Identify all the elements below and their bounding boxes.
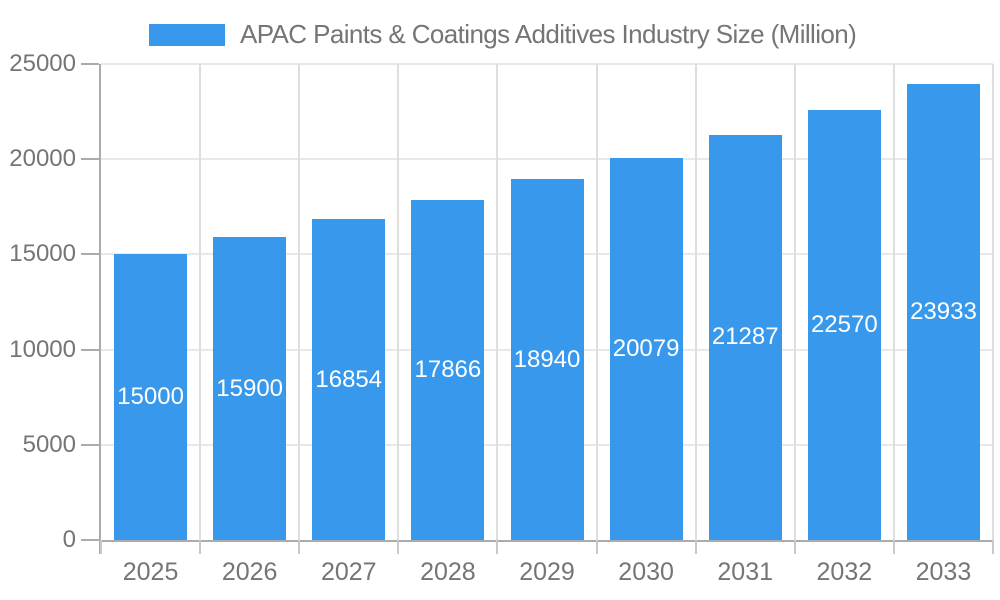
y-axis-tick	[81, 443, 99, 446]
x-axis-tick	[595, 540, 598, 554]
y-axis-tick	[81, 539, 99, 541]
y-axis-label: 20000	[9, 145, 76, 173]
y-axis-label: 10000	[9, 335, 76, 363]
x-axis-tick	[199, 540, 202, 554]
x-axis-line	[99, 540, 993, 542]
legend-label: APAC Paints & Coatings Additives Industr…	[240, 19, 857, 49]
bar-2025[interactable]	[114, 254, 188, 540]
x-axis-tick	[892, 540, 895, 554]
bar-value-label: 17866	[414, 355, 482, 383]
chart-legend[interactable]: APAC Paints & Coatings Additives Industr…	[149, 19, 857, 50]
x-axis-label: 2028	[420, 558, 476, 586]
v-gridline	[694, 64, 697, 540]
y-axis-label: 25000	[9, 50, 76, 77]
v-gridline	[199, 64, 202, 540]
y-axis-label: 0	[62, 526, 76, 553]
v-gridline	[793, 64, 796, 540]
bar-2029[interactable]	[510, 179, 584, 540]
plot-area: 0 5000 10000 15000 20000 25000 15000 2025 15900 2…	[9, 50, 994, 586]
x-axis-tick	[397, 540, 400, 554]
x-axis-tick	[496, 540, 499, 554]
y-axis-tick	[81, 63, 99, 65]
bar-value-label: 23933	[910, 298, 977, 326]
x-axis-label: 2030	[618, 558, 674, 586]
bar-2026[interactable]	[213, 237, 287, 540]
y-axis-label: 15000	[9, 240, 76, 268]
v-gridline	[595, 64, 598, 540]
x-axis-label: 2027	[320, 558, 377, 586]
x-axis-label: 2026	[221, 558, 278, 586]
v-gridline	[992, 64, 994, 540]
bar-value-label: 15000	[117, 383, 184, 411]
bar-value-label: 15900	[216, 374, 284, 402]
v-gridline	[892, 64, 895, 540]
x-axis-tick	[298, 540, 301, 554]
bar-value-label: 16854	[315, 365, 383, 393]
h-gridline	[101, 158, 993, 161]
v-gridline	[298, 64, 301, 540]
x-axis-tick	[100, 540, 102, 554]
bar-2027[interactable]	[312, 219, 386, 540]
bar-value-label: 22570	[810, 311, 878, 339]
x-axis-label: 2031	[717, 558, 774, 586]
h-gridline	[101, 63, 993, 65]
x-axis-tick	[992, 540, 994, 554]
bar-2028[interactable]	[411, 199, 485, 540]
y-axis-tick	[81, 348, 99, 351]
legend-swatch	[149, 23, 225, 46]
x-axis-label: 2032	[816, 558, 873, 586]
bar-value-label: 21287	[711, 323, 779, 351]
y-axis-tick	[81, 253, 99, 256]
bar-2032[interactable]	[807, 110, 881, 540]
x-axis-tick	[694, 540, 697, 554]
y-axis-label: 5000	[22, 430, 76, 458]
bar-2030[interactable]	[609, 157, 683, 540]
x-axis-tick	[793, 540, 796, 554]
bar-value-label: 18940	[513, 345, 581, 373]
v-gridline	[397, 64, 400, 540]
v-gridline	[496, 64, 499, 540]
bar-2033[interactable]	[906, 84, 980, 540]
bar-2031[interactable]	[708, 134, 782, 540]
y-axis-line	[99, 64, 101, 554]
y-axis-tick	[81, 158, 99, 161]
x-axis-label: 2029	[519, 558, 575, 586]
x-axis-label: 2033	[915, 558, 972, 586]
bar-value-label: 20079	[612, 334, 680, 362]
x-axis-label: 2025	[122, 558, 179, 586]
